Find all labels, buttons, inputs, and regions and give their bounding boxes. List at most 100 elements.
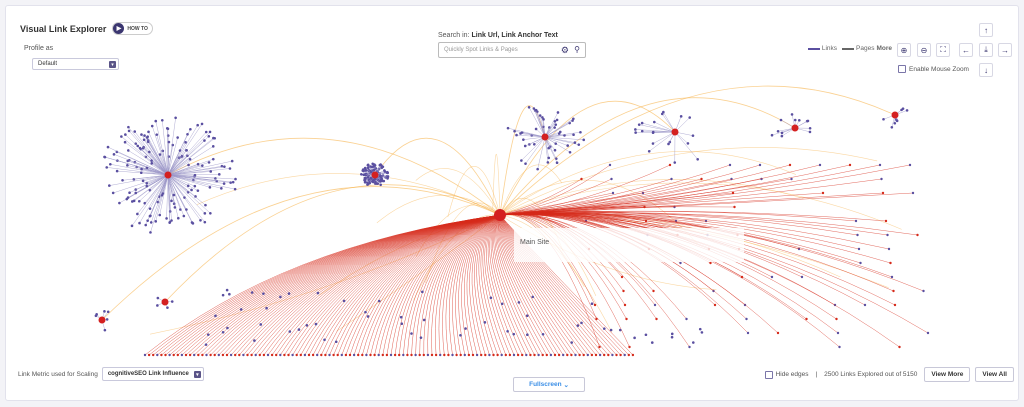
page-node[interactable] — [835, 317, 838, 321]
cluster-node[interactable] — [146, 219, 149, 222]
page-node[interactable] — [279, 353, 282, 357]
cluster-node[interactable] — [893, 121, 897, 125]
page-node[interactable] — [570, 341, 574, 344]
cluster-node[interactable] — [208, 186, 212, 189]
cluster-node[interactable] — [532, 107, 536, 110]
page-node[interactable] — [447, 353, 450, 357]
page-node[interactable] — [625, 317, 628, 321]
page-node[interactable] — [228, 292, 231, 296]
page-node[interactable] — [398, 353, 401, 357]
page-node[interactable] — [193, 353, 196, 357]
cluster-node[interactable] — [145, 136, 149, 139]
page-node[interactable] — [668, 163, 672, 167]
cluster-node[interactable] — [130, 224, 134, 228]
cluster-node[interactable] — [141, 179, 145, 183]
page-node[interactable] — [545, 353, 548, 357]
page-node[interactable] — [143, 353, 147, 357]
cluster-node[interactable] — [189, 127, 192, 131]
cluster-node[interactable] — [148, 207, 152, 210]
page-node[interactable] — [279, 295, 282, 299]
cluster-node[interactable] — [640, 129, 644, 133]
cluster-node[interactable] — [379, 163, 382, 167]
cluster-node[interactable] — [133, 130, 137, 133]
cluster-node[interactable] — [161, 192, 165, 195]
page-node[interactable] — [525, 314, 529, 318]
cluster-node[interactable] — [554, 142, 558, 145]
page-node[interactable] — [733, 205, 736, 209]
cluster-node[interactable] — [572, 117, 575, 121]
cluster-node[interactable] — [156, 304, 159, 307]
cluster-node[interactable] — [780, 131, 784, 135]
cluster-node[interactable] — [199, 219, 202, 222]
cluster-node[interactable] — [368, 179, 371, 183]
cluster-node[interactable] — [513, 129, 516, 133]
page-node[interactable] — [377, 299, 381, 303]
page-node[interactable] — [316, 353, 319, 357]
page-node[interactable] — [214, 314, 217, 318]
cluster-node[interactable] — [217, 173, 221, 176]
page-node[interactable] — [188, 353, 192, 357]
cluster-node[interactable] — [209, 211, 212, 215]
cluster-node[interactable] — [126, 149, 130, 152]
cluster-node[interactable] — [149, 221, 153, 224]
page-node[interactable] — [619, 353, 622, 357]
page-node[interactable] — [516, 353, 520, 357]
page-node[interactable] — [887, 247, 891, 251]
cluster-node[interactable] — [386, 177, 389, 180]
hub-node[interactable] — [541, 133, 549, 141]
page-node[interactable] — [418, 353, 421, 357]
page-node[interactable] — [172, 353, 175, 357]
page-node[interactable] — [238, 353, 241, 357]
cluster-node[interactable] — [369, 170, 373, 174]
page-node[interactable] — [790, 177, 793, 181]
page-node[interactable] — [618, 328, 622, 332]
cluster-node[interactable] — [556, 111, 560, 114]
search-input[interactable]: Quickly Spot Links & Pages ⚙ ⚲ — [438, 42, 586, 58]
page-node[interactable] — [152, 353, 155, 357]
cluster-node[interactable] — [214, 177, 217, 180]
cluster-node[interactable] — [136, 212, 139, 216]
page-node[interactable] — [582, 353, 585, 357]
cluster-node[interactable] — [170, 199, 173, 203]
page-node[interactable] — [529, 353, 532, 357]
cluster-node[interactable] — [203, 212, 207, 215]
page-node[interactable] — [287, 292, 291, 295]
page-node[interactable] — [670, 177, 673, 181]
cluster-node[interactable] — [178, 149, 182, 152]
cluster-node[interactable] — [548, 126, 551, 129]
page-node[interactable] — [818, 163, 822, 167]
page-node[interactable] — [531, 295, 535, 299]
page-node[interactable] — [229, 353, 233, 357]
download-button[interactable]: ⤓ — [979, 43, 993, 57]
cluster-node[interactable] — [688, 116, 692, 119]
page-node[interactable] — [886, 233, 889, 237]
page-node[interactable] — [209, 353, 212, 357]
page-node[interactable] — [464, 327, 467, 330]
cluster-node[interactable] — [651, 142, 655, 145]
page-node[interactable] — [421, 290, 424, 294]
cluster-node[interactable] — [154, 119, 158, 123]
page-node[interactable] — [250, 353, 253, 357]
cluster-node[interactable] — [370, 165, 374, 169]
cluster-node[interactable] — [515, 133, 518, 137]
cluster-node[interactable] — [363, 176, 367, 180]
cluster-node[interactable] — [196, 123, 199, 127]
cluster-node[interactable] — [138, 146, 142, 150]
fit-screen-button[interactable]: ⛶ — [936, 43, 950, 57]
page-node[interactable] — [164, 353, 167, 357]
page-node[interactable] — [610, 177, 613, 181]
hub-node[interactable] — [891, 111, 899, 119]
cluster-node[interactable] — [376, 182, 380, 185]
cluster-node[interactable] — [200, 122, 204, 126]
cluster-node[interactable] — [148, 150, 151, 154]
cluster-node[interactable] — [527, 105, 531, 109]
page-node[interactable] — [685, 317, 688, 321]
page-node[interactable] — [160, 353, 163, 357]
page-node[interactable] — [880, 177, 883, 181]
page-node[interactable] — [234, 353, 237, 357]
page-node[interactable] — [595, 317, 598, 321]
page-node[interactable] — [691, 341, 695, 344]
page-node[interactable] — [283, 353, 286, 357]
page-node[interactable] — [500, 353, 503, 357]
page-node[interactable] — [670, 335, 674, 339]
